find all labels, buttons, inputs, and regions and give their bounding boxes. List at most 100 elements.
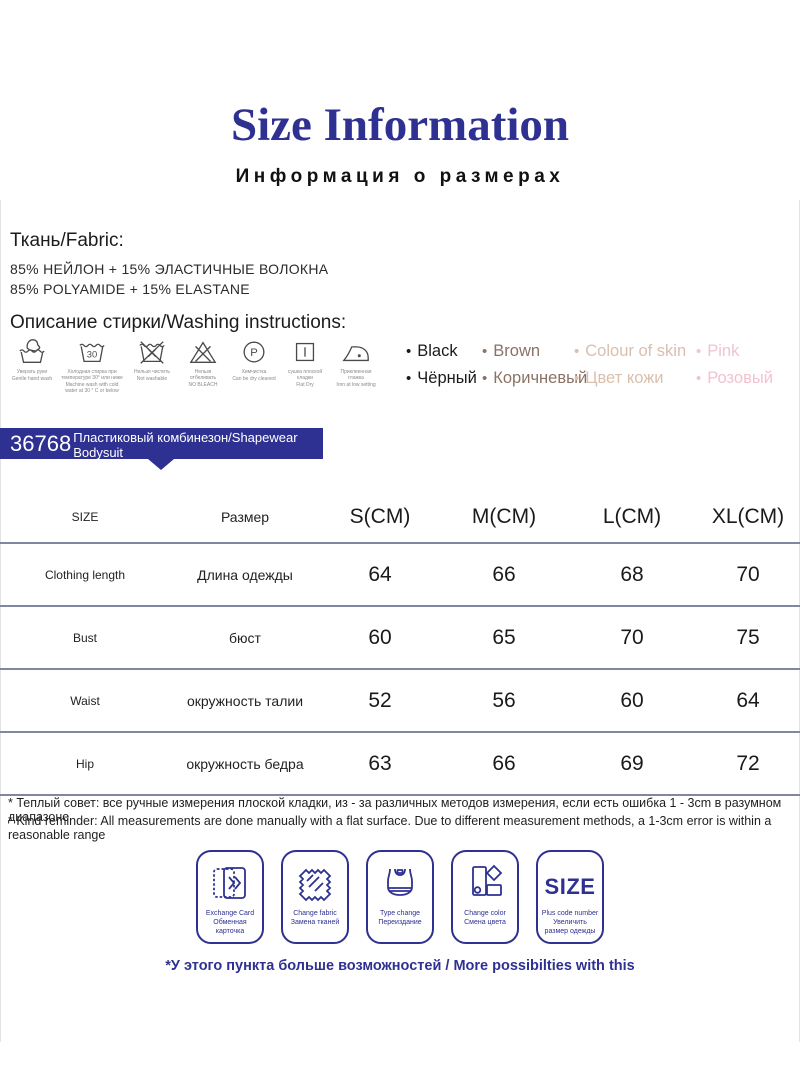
product-name: Пластиковый комбинезон/Shapewear Bodysui… bbox=[73, 430, 298, 460]
service-cards-row: Exchange Card Обменная карточка Change fa… bbox=[0, 850, 800, 944]
hand-wash-icon bbox=[19, 339, 45, 363]
bullet-icon: • bbox=[482, 370, 488, 387]
washing-symbol-label-ru: сушка плоской кладки bbox=[287, 369, 323, 381]
value-l: 60 bbox=[620, 688, 644, 712]
type-change-icon bbox=[387, 868, 413, 896]
service-card-plus-size: SIZE Plus code number Увеличить размер од… bbox=[536, 850, 604, 944]
service-card-change-fabric: Change fabric Замена тканей bbox=[281, 850, 349, 944]
color-option-pink-en: • Pink bbox=[696, 342, 740, 360]
table-row-bust: Bust бюст 60 65 70 75 bbox=[0, 607, 800, 670]
service-card-label: Change color Смена цвета bbox=[464, 910, 506, 926]
row-label-en: Bust bbox=[72, 630, 97, 645]
value-l: 70 bbox=[620, 625, 644, 649]
color-option-brown-ru: • Коричневый bbox=[482, 369, 588, 387]
page-subtitle: Информация о размерах bbox=[235, 166, 565, 187]
col-header-xl: XL(CM) bbox=[711, 505, 785, 528]
table-row-clothing-length: Clothing length Длина одежды 64 66 68 70 bbox=[0, 544, 800, 607]
reminder-note-en: * Kind reminder: All measurements are do… bbox=[8, 814, 772, 842]
exchange-card-icon bbox=[213, 867, 246, 899]
svg-text:30: 30 bbox=[87, 350, 97, 360]
value-s: 63 bbox=[368, 751, 392, 775]
washing-symbol: P Химчистка Can be dry cleaned bbox=[232, 337, 276, 382]
washing-symbol-label-en: Flat Dry bbox=[296, 382, 314, 388]
washing-symbol-label-en: Can be dry cleaned bbox=[232, 376, 276, 382]
flat-dry-icon bbox=[295, 342, 315, 362]
fabric-heading: Ткань/Fabric: bbox=[10, 230, 124, 251]
washing-heading: Описание стирки/Washing instructions: bbox=[10, 312, 347, 333]
col-header-l: L(CM) bbox=[602, 505, 662, 528]
washing-symbol-label-ru: Холодная стирка при температуре 30° или … bbox=[61, 369, 123, 381]
washing-symbol-label-en: Iron at low setting bbox=[336, 382, 376, 388]
service-card-label: Plus code number Увеличить размер одежды bbox=[541, 910, 599, 935]
dry-clean-icon: P bbox=[243, 341, 265, 363]
row-label-en: Hip bbox=[75, 756, 94, 771]
bullet-icon: • bbox=[482, 343, 488, 360]
color-option-black-ru: • Чёрный bbox=[406, 369, 477, 387]
washing-symbol-label-en: Gentle hand wash bbox=[11, 376, 53, 382]
services-footer-note: *У этого пункта больше возможностей / Mo… bbox=[165, 958, 635, 974]
value-xl: 70 bbox=[736, 562, 760, 586]
col-header-size-en: SIZE bbox=[71, 510, 99, 524]
bullet-icon: • bbox=[696, 343, 702, 360]
value-xl: 75 bbox=[736, 625, 760, 649]
machine-wash-30-icon: 30 bbox=[79, 343, 105, 363]
value-m: 66 bbox=[492, 562, 516, 586]
value-s: 60 bbox=[368, 625, 392, 649]
service-card-label: Type change Переиздание bbox=[378, 910, 422, 926]
value-l: 69 bbox=[620, 751, 644, 775]
col-header-m: M(CM) bbox=[471, 505, 537, 528]
row-label-ru: окружность бедра bbox=[186, 755, 304, 772]
washing-symbol-label-en: Machine wash with cold water at 30 ° C o… bbox=[65, 382, 119, 394]
service-card-label: Change fabric Замена тканей bbox=[290, 910, 340, 926]
service-card-type-change: Type change Переиздание bbox=[366, 850, 434, 944]
value-l: 68 bbox=[620, 562, 644, 586]
row-label-ru: бюст bbox=[229, 629, 261, 646]
badge-pointer bbox=[148, 459, 174, 470]
do-not-wash-icon bbox=[139, 341, 165, 364]
washing-symbol: 30 Холодная стирка при температуре 30° и… bbox=[61, 337, 123, 394]
washing-symbol-label-ru: Нельзя чистить bbox=[133, 369, 170, 375]
color-option-pink-ru: • Розовый bbox=[696, 369, 773, 387]
value-m: 66 bbox=[492, 751, 516, 775]
row-label-en: Waist bbox=[70, 693, 100, 708]
color-option-black-en: • Black bbox=[406, 342, 458, 360]
service-card-exchange: Exchange Card Обменная карточка bbox=[196, 850, 264, 944]
washing-symbol-label-ru: Химчистка bbox=[241, 369, 267, 375]
do-not-bleach-icon bbox=[189, 341, 217, 363]
value-s: 52 bbox=[368, 688, 392, 712]
reminder-note-ru: * Теплый совет: все ручные измерения пло… bbox=[8, 796, 782, 824]
fabric-composition-ru: 85% НЕЙЛОН + 15% ЭЛАСТИЧНЫЕ ВОЛОКНА bbox=[10, 261, 329, 277]
page-title: Size Information bbox=[230, 99, 570, 151]
bullet-icon: • bbox=[406, 370, 412, 387]
size-table-header-row: SIZE Размер S(CM) M(CM) L(CM) XL(CM) bbox=[0, 492, 800, 544]
col-header-s: S(CM) bbox=[349, 505, 411, 528]
washing-symbol-label-en: Not washable bbox=[136, 376, 168, 382]
col-header-size-ru: Размер bbox=[220, 509, 270, 525]
washing-symbol-label-en: NO BLEACH bbox=[188, 382, 218, 388]
bullet-icon: • bbox=[406, 343, 412, 360]
fabric-composition-en: 85% POLYAMIDE + 15% ELASTANE bbox=[10, 281, 250, 297]
bullet-icon: • bbox=[574, 343, 580, 360]
value-m: 65 bbox=[492, 625, 516, 649]
color-options: • Black • Brown • Colour of skin • Pink • Чёр… bbox=[406, 338, 786, 392]
row-label-en: Clothing length bbox=[44, 567, 126, 582]
table-row-waist: Waist окружность талии 52 56 60 64 bbox=[0, 670, 800, 733]
value-xl: 64 bbox=[736, 688, 760, 712]
washing-symbol: Нельзя отбеливать NO BLEACH bbox=[181, 337, 225, 388]
table-row-hip: Hip окружность бедра 63 66 69 72 bbox=[0, 733, 800, 796]
washing-symbol-label-ru: Нельзя отбеливать bbox=[189, 369, 217, 381]
washing-symbol: сушка плоской кладки Flat Dry bbox=[283, 337, 327, 388]
bullet-icon: • bbox=[574, 370, 580, 387]
service-card-label: Exchange Card Обменная карточка bbox=[205, 910, 255, 935]
washing-symbol: Приклеенная глажка Iron at low setting bbox=[334, 337, 378, 388]
svg-text:P: P bbox=[250, 347, 258, 359]
value-m: 56 bbox=[492, 688, 516, 712]
washing-symbol: Нельзя чистить Not washable bbox=[130, 337, 174, 382]
size-text-icon: SIZE bbox=[544, 874, 596, 899]
iron-low-icon bbox=[342, 346, 369, 362]
bullet-icon: • bbox=[696, 370, 702, 387]
product-code: 36768 bbox=[10, 430, 72, 456]
washing-symbols-row: Уверать руки Gentle hand wash 30 Холодна… bbox=[10, 337, 376, 394]
value-xl: 72 bbox=[736, 751, 760, 775]
